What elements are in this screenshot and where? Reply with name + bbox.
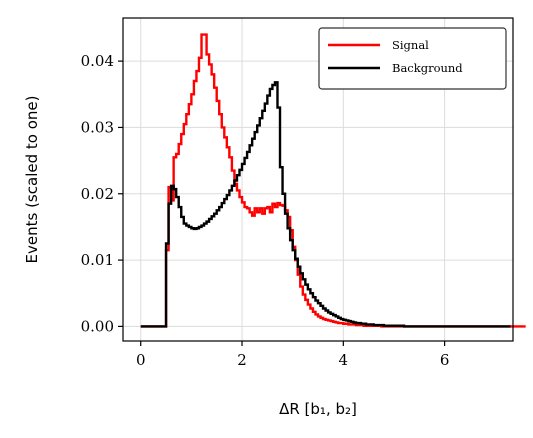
x-axis-label: ΔR [b₁, b₂]	[279, 400, 357, 418]
y-tick-label: 0.01	[81, 251, 114, 269]
legend-box	[318, 27, 507, 90]
plot-frame	[122, 17, 514, 342]
legend-label-signal: Signal	[392, 38, 429, 52]
y-tick-label: 0.00	[81, 317, 114, 335]
y-axis-label: Events (scaled to one)	[23, 96, 41, 264]
y-tick-label: 0.03	[81, 118, 114, 136]
x-tick-label: 2	[237, 351, 247, 369]
legend: Signal Background	[318, 27, 507, 90]
y-tick-label: 0.02	[81, 185, 114, 203]
series-background-line	[140, 81, 511, 328]
y-tick-label: 0.04	[81, 52, 114, 70]
x-tick-label: 6	[440, 351, 450, 369]
series-layer	[140, 33, 526, 328]
x-tick-label: 4	[339, 351, 349, 369]
x-tick-label: 0	[136, 351, 146, 369]
ticks: 0 2 4 6 0.00 0.01 0.02 0.03 0.04	[81, 52, 450, 369]
legend-label-background: Background	[392, 61, 463, 75]
